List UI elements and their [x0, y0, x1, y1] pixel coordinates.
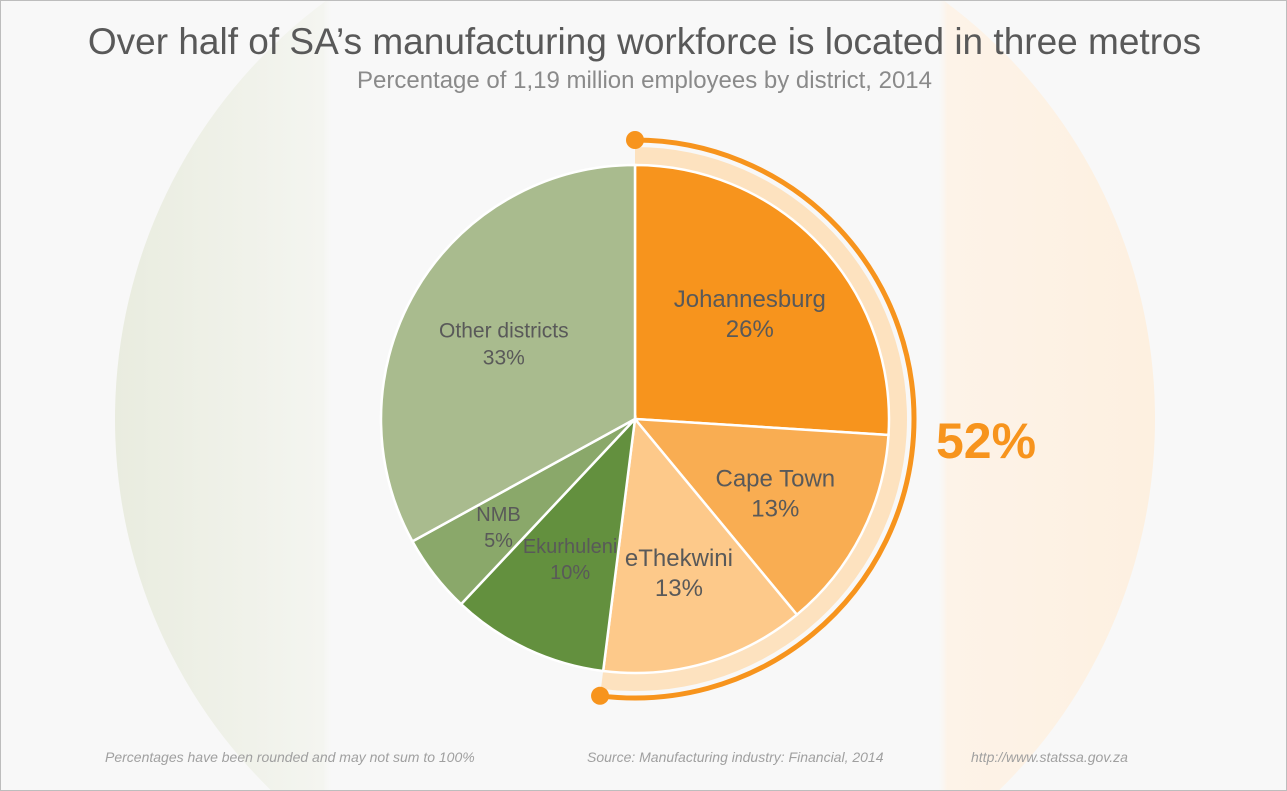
source-note: Source: Manufacturing industry: Financia…	[587, 749, 884, 765]
highlight-total-label: 52%	[936, 413, 1036, 469]
pie-slice-cape-town	[632, 417, 890, 617]
slice-label: Johannesburg	[674, 286, 826, 313]
pie-slice-other-districts	[379, 163, 637, 544]
pie-slice-johannesburg	[633, 163, 891, 437]
slice-label: NMB	[476, 504, 520, 526]
pie-slice-ethekwini	[601, 415, 799, 675]
slice-value-label: 26%	[726, 316, 774, 343]
slice-value-label: 13%	[751, 495, 799, 522]
footnote: Percentages have been rounded and may no…	[105, 749, 475, 765]
source-url[interactable]: http://www.statssa.gov.za	[971, 749, 1128, 765]
slice-label: Ekurhuleni	[523, 536, 618, 558]
slice-label: eThekwini	[625, 545, 733, 572]
highlight-arc	[599, 137, 917, 701]
slice-value-label: 5%	[484, 530, 513, 552]
slice-value-label: 10%	[550, 562, 590, 584]
pie-slice-ekurhuleni	[459, 415, 637, 673]
chart-subtitle: Percentage of 1,19 million employees by …	[357, 67, 932, 94]
slice-value-label: 13%	[655, 575, 703, 602]
highlight-arc-end-dot	[591, 686, 610, 705]
slice-value-label: 33%	[483, 346, 525, 369]
chart-title: Over half of SA’s manufacturing workforc…	[87, 21, 1202, 62]
highlight-arc-start-dot	[626, 131, 644, 149]
slice-label: Other districts	[439, 319, 569, 342]
slice-label: Cape Town	[715, 465, 835, 492]
